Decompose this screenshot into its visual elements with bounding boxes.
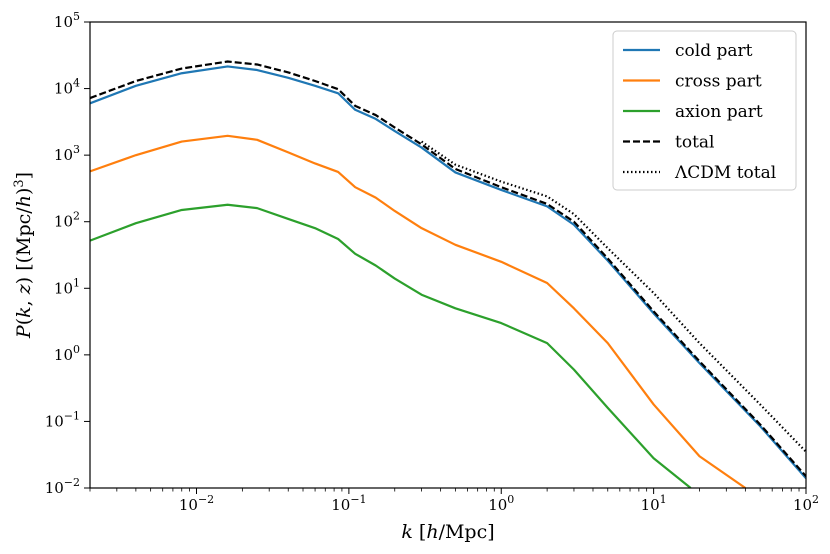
series-line-4 xyxy=(420,140,806,453)
x-tick-label-4: 102 xyxy=(793,493,819,514)
x-tick-label-0: 10−2 xyxy=(179,493,214,514)
y-tick-label-4: 102 xyxy=(54,210,80,231)
series-line-2 xyxy=(90,203,692,488)
y-axis-label: P(k, z) [(Mpc/h)3] xyxy=(12,172,35,339)
x-tick-label-3: 101 xyxy=(641,493,667,514)
legend-label-3: total xyxy=(675,133,714,153)
x-tick-label-1: 10−1 xyxy=(331,493,366,514)
y-tick-label-5: 103 xyxy=(54,143,80,164)
y-tick-label-3: 101 xyxy=(54,276,80,297)
y-tick-label-2: 100 xyxy=(54,343,80,364)
x-tick-label-2: 100 xyxy=(488,493,514,514)
y-tick-label-7: 105 xyxy=(54,10,80,31)
plot-frame xyxy=(89,21,807,489)
legend-label-0: cold part xyxy=(675,41,753,61)
tick-layer: 10−2 10−1 100 101 102 10−2 10−1 100 101 102 103 104… xyxy=(45,10,819,514)
y-tick-label-1: 10−1 xyxy=(45,409,80,430)
y-tick-label-6: 104 xyxy=(54,77,80,98)
legend-label-1: cross part xyxy=(675,72,762,92)
series-line-3 xyxy=(90,60,806,478)
series-line-1 xyxy=(90,134,746,488)
series-layer xyxy=(90,60,806,488)
series-line-0 xyxy=(90,65,806,479)
legend-label-2: axion part xyxy=(675,102,763,122)
x-axis-label: k [h/Mpc] xyxy=(401,521,494,543)
legend-label-4: ΛCDM total xyxy=(674,163,776,183)
legend-box xyxy=(612,30,797,191)
y-tick-label-0: 10−2 xyxy=(45,476,80,497)
legend: cold part cross part axion part total ΛCDM t… xyxy=(612,30,797,191)
